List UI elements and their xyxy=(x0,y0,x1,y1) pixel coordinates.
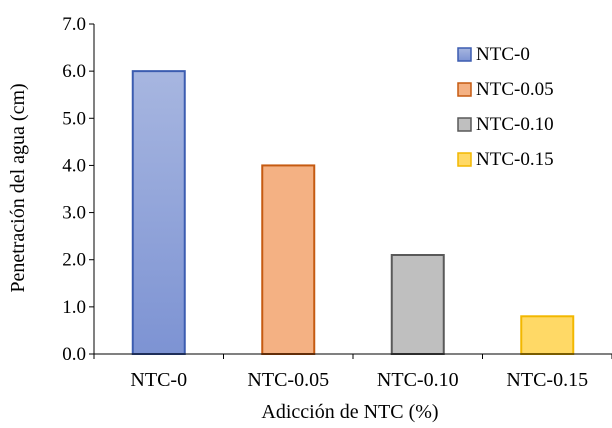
legend-label: NTC-0 xyxy=(476,44,530,65)
bar-ntc-0-10 xyxy=(390,254,445,355)
y-tick-label: 1.0 xyxy=(62,297,86,318)
legend-label: NTC-0.15 xyxy=(476,149,554,170)
x-category-label: NTC-0 xyxy=(130,369,187,391)
bars xyxy=(131,70,575,356)
legend-swatch xyxy=(457,152,472,167)
legend-label: NTC-0.05 xyxy=(476,79,554,100)
y-tick-label: 6.0 xyxy=(62,61,86,82)
legend: NTC-0 NTC-0.05 NTC-0.10 NTC-0.15 xyxy=(457,44,554,170)
legend-swatch xyxy=(457,47,472,62)
y-tick-label: 0.0 xyxy=(62,344,86,365)
bar-ntc-0 xyxy=(131,70,186,356)
y-tick-label: 2.0 xyxy=(62,250,86,271)
y-axis-title: Penetración del agua (cm) xyxy=(7,83,29,292)
x-axis-title: Adicción de NTC (%) xyxy=(261,401,438,423)
y-tick-label: 7.0 xyxy=(62,14,86,35)
x-category-label: NTC-0.15 xyxy=(506,369,588,391)
bar-ntc-0-05 xyxy=(261,164,316,355)
bar-ntc-0-15 xyxy=(520,315,575,355)
y-tick-label: 3.0 xyxy=(62,203,86,224)
legend-label: NTC-0.10 xyxy=(476,114,554,135)
y-axis: 0.0 1.0 2.0 3.0 4.0 5.0 6.0 7.0 xyxy=(62,14,94,365)
y-tick-label: 4.0 xyxy=(62,155,86,176)
x-category-label: NTC-0.05 xyxy=(247,369,329,391)
x-category-label: NTC-0.10 xyxy=(377,369,459,391)
y-tick-label: 5.0 xyxy=(62,108,86,129)
legend-swatch xyxy=(457,82,472,97)
x-axis: NTC-0 NTC-0.05 NTC-0.10 NTC-0.15 xyxy=(93,354,612,391)
legend-swatch xyxy=(457,117,472,132)
